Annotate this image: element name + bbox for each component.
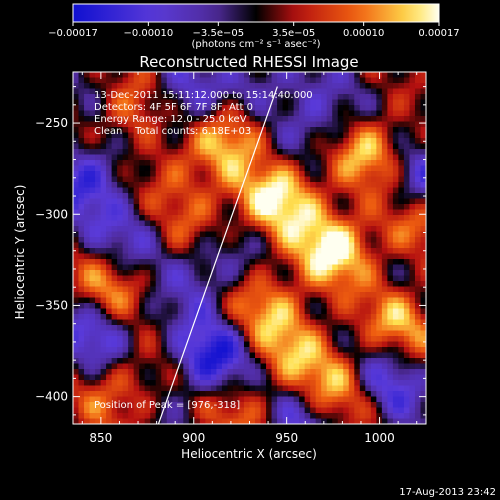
colorbar-tick-label: −0.00017 (48, 28, 98, 39)
colorbar-tick-label: −0.00010 (123, 28, 173, 39)
colorbar-tick-label: 3.5e−05 (272, 28, 315, 39)
y-axis: −250 −300 −350 −400 (35, 86, 426, 416)
solar-limb-line (157, 86, 278, 424)
y-tick-label: −400 (35, 390, 68, 404)
colorbar-tick-label: 0.00010 (343, 28, 384, 39)
x-tick-label: 900 (182, 431, 205, 445)
heatmap-image (73, 72, 426, 424)
colorbar: −0.00017 −0.00010 −3.5e−05 3.5e−05 0.00010 0.… (48, 3, 460, 50)
annotation-total-counts: Clean Total counts: 6.18E+03 (94, 126, 251, 137)
annotation-time-range: 13-Dec-2011 15:11:12.000 to 15:14:40.000 (94, 90, 313, 101)
colorbar-tick-label: 0.00017 (418, 28, 459, 39)
x-axis-label: Heliocentric X (arcsec) (181, 447, 317, 461)
x-tick-label: 850 (89, 431, 112, 445)
plot-area (73, 72, 426, 424)
annotation-detectors: Detectors: 4F 5F 6F 7F 8F, Att 0 (94, 102, 253, 113)
chart-title: Reconstructed RHESSI Image (139, 53, 358, 71)
peak-position-label: Position of Peak = [976,-318] (94, 400, 240, 411)
y-tick-label: −350 (35, 298, 68, 312)
x-tick-label: 950 (275, 431, 298, 445)
y-tick-label: −300 (35, 207, 68, 221)
colorbar-tick-labels: −0.00017 −0.00010 −3.5e−05 3.5e−05 0.00010 0.… (48, 28, 460, 39)
y-tick-label: −250 (35, 116, 68, 130)
annotation-block: 13-Dec-2011 15:11:12.000 to 15:14:40.000… (94, 90, 313, 137)
colorbar-gradient (72, 3, 440, 23)
colorbar-units: (photons cm⁻² s⁻¹ asec⁻²) (191, 39, 320, 50)
colorbar-tick-label: −3.5e−05 (193, 28, 245, 39)
y-axis-label: Heliocentric Y (arcsec) (13, 185, 27, 320)
x-axis: 850 900 950 1000 (81, 72, 418, 445)
x-tick-label: 1000 (364, 431, 395, 445)
annotation-energy-range: Energy Range: 12.0 - 25.0 keV (94, 114, 247, 125)
footer-timestamp: 17-Aug-2013 23:42 (399, 487, 496, 498)
colorbar-ticks (72, 22, 440, 26)
